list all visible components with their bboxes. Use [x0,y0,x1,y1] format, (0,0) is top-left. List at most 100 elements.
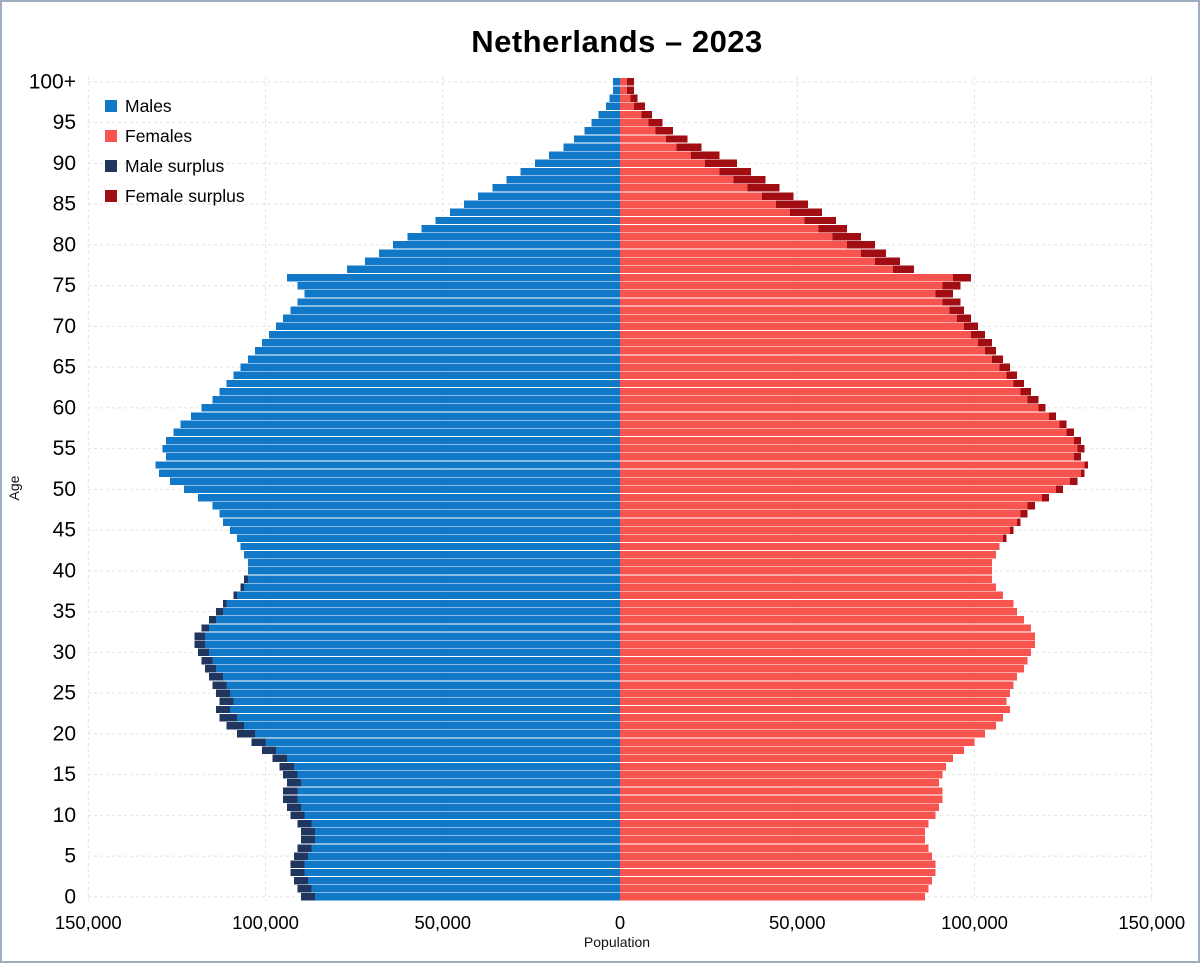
female-bar [620,722,996,730]
female-surplus-bar [1009,526,1014,534]
male-bar [219,510,621,518]
female-bar [620,339,979,347]
male-bar [308,852,620,860]
female-bar [620,241,847,249]
female-bar [620,485,1057,494]
y-tick-label: 5 [64,845,76,868]
male-surplus-bar [283,787,298,795]
female-surplus-bar [1048,412,1057,420]
male-bar [276,746,620,754]
female-surplus-bar [634,102,645,111]
male-surplus-bar [212,681,227,689]
male-surplus-bar [293,876,309,885]
female-bar [620,550,996,559]
y-tick-label: 50 [53,478,76,501]
female-bar [620,828,925,836]
male-bar [290,306,620,314]
male-bar [421,224,620,233]
female-surplus-bar [1020,387,1032,396]
female-bar [620,559,993,567]
male-bar [233,371,620,380]
male-bar [549,151,620,159]
female-bar [620,176,734,184]
female-bar [620,860,936,869]
female-bar [620,689,1010,697]
female-surplus-bar [1027,502,1035,510]
male-surplus-bar [208,673,223,681]
y-tick-label: 60 [53,396,76,419]
female-bar [620,159,706,168]
legend-item-females: Females [105,121,245,151]
male-bar [230,526,621,534]
male-bar [605,102,620,111]
female-bar [620,249,862,257]
female-bar [620,412,1049,420]
male-surplus-color-swatch [105,160,117,172]
female-bar [620,762,947,771]
male-bar [237,534,620,543]
male-bar [286,754,620,763]
female-surplus-bar [1020,510,1028,518]
male-bar [315,836,620,844]
male-bar [364,257,620,265]
female-bar [620,208,791,217]
y-tick-label: 15 [53,763,76,786]
male-bar [283,314,620,322]
female-surplus-bar [1066,428,1074,437]
female-surplus-bar [627,86,635,94]
y-tick-label: 95 [53,111,76,134]
female-surplus-bar [676,143,702,151]
male-bar [534,159,620,168]
x-tick-label: 150,000 [1118,912,1185,933]
male-bar [300,779,620,787]
male-bar [304,860,620,869]
female-surplus-bar [690,151,720,159]
x-tick-label: 50,000 [769,912,826,933]
male-bar [297,795,620,803]
male-bar [230,689,621,697]
male-surplus-bar [283,795,298,803]
male-bar [584,127,620,135]
female-surplus-bar [1059,420,1067,428]
male-bar [159,469,620,477]
y-tick-label: 55 [53,437,76,460]
y-tick-label: 25 [53,682,76,705]
female-bar [620,518,1018,526]
female-surplus-bar [648,118,663,127]
male-surplus-bar [293,852,309,860]
female-bar [620,567,993,575]
male-bar [378,249,620,257]
male-surplus-bar [300,828,316,836]
x-tick-label: 50,000 [414,912,471,933]
legend: Males Females Male surplus Female surplu… [105,91,245,211]
male-bar [247,567,620,575]
female-surplus-bar [963,322,979,331]
female-bar [620,770,943,779]
male-bar [215,665,620,673]
female-bar [620,143,677,151]
female-surplus-bar [978,339,993,347]
male-bar [212,396,620,404]
male-bar [293,762,620,771]
male-bar [506,176,620,184]
female-bar [620,607,1018,616]
male-bar [215,616,620,624]
male-bar [237,591,620,600]
female-bar [620,127,656,135]
male-bar [226,681,620,689]
female-bar [620,697,1007,706]
male-bar [609,94,620,102]
female-bar [620,836,925,844]
male-bar [166,436,621,445]
male-surplus-bar [300,836,316,844]
female-bar [620,86,628,94]
male-bar [612,86,620,94]
x-tick-label: 100,000 [232,912,299,933]
female-bar [620,436,1074,445]
female-surplus-bar [818,224,847,233]
female-bar [620,885,929,893]
male-surplus-bar [297,844,312,852]
y-tick-label: 45 [53,519,76,542]
